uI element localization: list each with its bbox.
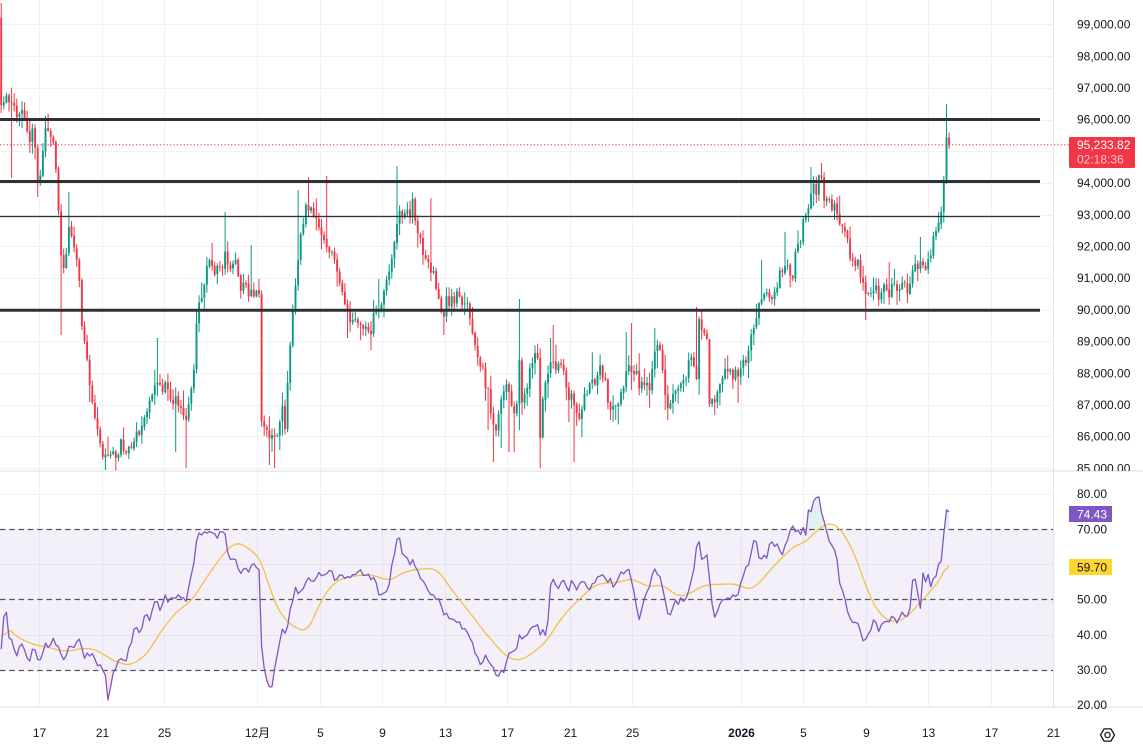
svg-text:17: 17: [501, 726, 515, 740]
svg-text:2026: 2026: [728, 726, 755, 740]
svg-text:93,000.00: 93,000.00: [1077, 208, 1131, 222]
svg-text:21: 21: [96, 726, 110, 740]
svg-text:87,000.00: 87,000.00: [1077, 398, 1131, 412]
svg-text:13: 13: [922, 726, 936, 740]
svg-text:12月: 12月: [245, 726, 270, 740]
svg-text:50.00: 50.00: [1077, 593, 1107, 607]
svg-text:25: 25: [626, 726, 640, 740]
svg-text:85,000.00: 85,000.00: [1077, 461, 1131, 475]
svg-text:5: 5: [317, 726, 324, 740]
svg-text:80.00: 80.00: [1077, 487, 1107, 501]
svg-text:20.00: 20.00: [1077, 698, 1107, 712]
svg-text:9: 9: [863, 726, 870, 740]
svg-text:97,000.00: 97,000.00: [1077, 81, 1131, 95]
svg-text:25: 25: [158, 726, 172, 740]
svg-text:13: 13: [439, 726, 453, 740]
svg-text:21: 21: [1047, 726, 1061, 740]
svg-text:88,000.00: 88,000.00: [1077, 366, 1131, 380]
svg-text:95,233.82: 95,233.82: [1077, 138, 1131, 152]
svg-text:40.00: 40.00: [1077, 628, 1107, 642]
svg-text:30.00: 30.00: [1077, 663, 1107, 677]
svg-text:5: 5: [800, 726, 807, 740]
svg-text:92,000.00: 92,000.00: [1077, 240, 1131, 254]
svg-text:17: 17: [33, 726, 47, 740]
svg-text:90,000.00: 90,000.00: [1077, 303, 1131, 317]
svg-text:86,000.00: 86,000.00: [1077, 430, 1131, 444]
svg-text:17: 17: [985, 726, 999, 740]
svg-text:59.70: 59.70: [1077, 560, 1107, 574]
svg-text:91,000.00: 91,000.00: [1077, 271, 1131, 285]
svg-text:9: 9: [379, 726, 386, 740]
svg-text:02:18:36: 02:18:36: [1077, 153, 1124, 167]
svg-text:98,000.00: 98,000.00: [1077, 49, 1131, 63]
svg-text:99,000.00: 99,000.00: [1077, 18, 1131, 32]
svg-text:94,000.00: 94,000.00: [1077, 176, 1131, 190]
svg-text:89,000.00: 89,000.00: [1077, 335, 1131, 349]
svg-text:70.00: 70.00: [1077, 522, 1107, 536]
svg-text:96,000.00: 96,000.00: [1077, 113, 1131, 127]
svg-text:21: 21: [564, 726, 578, 740]
svg-text:74.43: 74.43: [1077, 507, 1107, 521]
